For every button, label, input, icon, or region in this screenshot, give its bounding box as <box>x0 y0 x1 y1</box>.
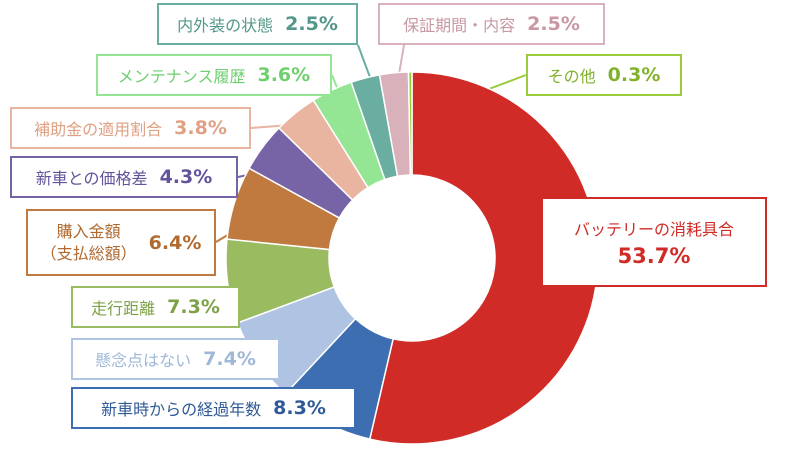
label-battery: バッテリーの消耗具合 53.7% <box>541 197 767 287</box>
label-price-diff-value: 4.3% <box>159 166 213 188</box>
label-no-concern-text: 懸念点はない <box>95 351 192 370</box>
label-purchase-price-value: 6.4% <box>148 231 202 254</box>
label-maintenance-value: 3.6% <box>257 64 311 86</box>
label-condition-text: 内外装の状態 <box>177 16 274 35</box>
label-years-since-new-value: 8.3% <box>273 397 326 419</box>
slice-battery <box>368 71 599 445</box>
leader-line-warranty <box>398 44 405 75</box>
label-battery-value: 53.7% <box>617 244 691 268</box>
label-no-concern-value: 7.4% <box>203 348 256 370</box>
slice-other <box>407 71 413 176</box>
label-warranty-value: 2.5% <box>527 13 580 35</box>
label-price-diff-text: 新車との価格差 <box>35 169 148 188</box>
label-other-text: その他 <box>547 67 596 86</box>
label-other-value: 0.3% <box>607 64 661 86</box>
label-no-concern: 懸念点はない 7.4% <box>71 338 280 380</box>
label-mileage-text: 走行距離 <box>91 299 156 318</box>
label-condition-value: 2.5% <box>285 13 338 35</box>
label-battery-text: バッテリーの消耗具合 <box>573 220 734 239</box>
label-warranty: 保証期間・内容 2.5% <box>378 3 605 45</box>
label-purchase-price-text: 購入金額 （支払総額） <box>41 221 137 264</box>
label-other: その他 0.3% <box>526 54 682 96</box>
label-subsidy-value: 3.8% <box>174 117 227 139</box>
label-purchase-price: 購入金額 （支払総額） 6.4% <box>26 209 216 276</box>
leader-line-condition <box>357 44 372 81</box>
label-purchase-price-line1: 購入金額 <box>56 221 121 241</box>
label-condition: 内外装の状態 2.5% <box>157 3 358 45</box>
label-purchase-price-line2: （支払総額） <box>40 243 137 263</box>
label-maintenance-text: メンテナンス履歴 <box>117 67 246 86</box>
label-subsidy: 補助金の適用割合 3.8% <box>10 107 251 149</box>
label-mileage: 走行距離 7.3% <box>71 286 240 328</box>
label-mileage-value: 7.3% <box>167 296 220 318</box>
label-years-since-new: 新車時からの経過年数 8.3% <box>71 387 356 429</box>
label-warranty-text: 保証期間・内容 <box>403 16 516 35</box>
label-price-diff: 新車との価格差 4.3% <box>10 156 238 198</box>
label-maintenance: メンテナンス履歴 3.6% <box>96 54 332 96</box>
label-years-since-new-text: 新車時からの経過年数 <box>101 400 262 419</box>
label-subsidy-text: 補助金の適用割合 <box>34 120 163 139</box>
